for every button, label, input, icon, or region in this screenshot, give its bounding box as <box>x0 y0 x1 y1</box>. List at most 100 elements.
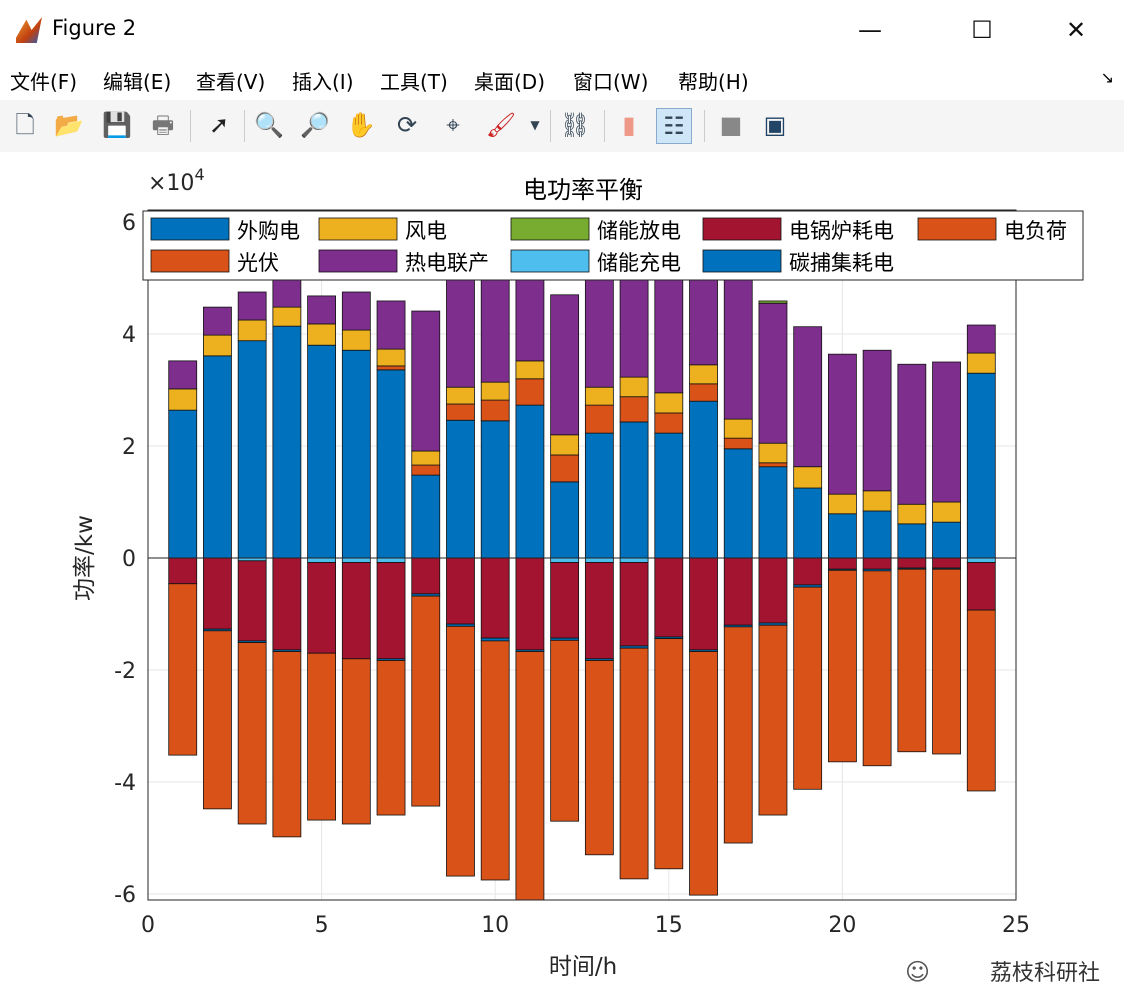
title-bar: Figure 2 — ☐ ✕ <box>0 0 1124 58</box>
bar-segment <box>376 562 406 660</box>
bar-segment <box>758 302 788 444</box>
bar-segment <box>515 557 545 651</box>
x-tick-label: 25 <box>1002 913 1030 938</box>
x-tick-label: 5 <box>315 913 329 938</box>
toolbar-divider <box>704 110 705 142</box>
bar-segment <box>550 481 580 559</box>
menu-file[interactable]: 文件(F) <box>10 70 78 94</box>
x-tick-label: 10 <box>481 913 509 938</box>
bar-segment <box>480 640 510 881</box>
bar-segment <box>237 340 267 559</box>
bar-segment <box>272 277 302 308</box>
bar-segment <box>272 306 302 327</box>
bar-segment <box>584 562 614 660</box>
pan-hand-icon[interactable]: ✋ <box>346 111 376 139</box>
bar-segment <box>689 400 718 559</box>
menu-window[interactable]: 窗口(W) <box>573 70 649 94</box>
bar-segment <box>723 448 753 559</box>
bar-segment <box>376 300 406 350</box>
close-button[interactable]: ✕ <box>1065 16 1087 44</box>
menu-help[interactable]: 帮助(H) <box>678 70 749 94</box>
y-tick-label: 4 <box>122 323 136 348</box>
legend-swatch <box>150 249 230 273</box>
legend-icon[interactable]: ☷ <box>656 108 692 144</box>
pointer-icon[interactable]: ➚ <box>208 111 230 139</box>
bar-segment <box>480 399 510 422</box>
bar-segment <box>411 310 441 452</box>
bar-segment <box>237 642 267 825</box>
brush-icon[interactable]: 🖌 <box>485 111 517 139</box>
dock-arrow-icon[interactable]: ↘ <box>1100 68 1114 87</box>
bar-segment <box>793 487 823 559</box>
hide-plot-tools-icon[interactable]: ■ <box>719 111 743 139</box>
bar-segment <box>758 624 788 816</box>
legend-swatch <box>318 249 398 273</box>
open-folder-icon[interactable]: 📂 <box>54 111 84 139</box>
bar-segment <box>203 355 232 559</box>
bar-segment <box>203 630 232 810</box>
bar-segment <box>376 365 406 371</box>
bar-segment <box>862 490 892 512</box>
print-icon[interactable]: 🖶 <box>151 111 175 139</box>
bar-segment <box>723 557 753 626</box>
menu-edit[interactable]: 编辑(E) <box>103 70 172 94</box>
brush-dropdown-icon[interactable]: ▼ <box>530 118 540 132</box>
bar-segment <box>758 442 788 464</box>
bar-segment <box>619 421 649 559</box>
bar-segment <box>446 625 475 877</box>
new-file-icon[interactable]: 🗋 <box>15 111 35 139</box>
menu-view[interactable]: 查看(V) <box>196 70 266 94</box>
minimize-button[interactable]: — <box>858 16 882 44</box>
chart-title: 电功率平衡 <box>523 176 643 204</box>
axes-box <box>147 209 1017 901</box>
bar-segment <box>480 420 510 559</box>
bar-segment <box>376 660 406 816</box>
data-cursor-icon[interactable]: ⌖ <box>446 111 460 139</box>
wechat-icon: ☺ <box>905 958 930 986</box>
bar-segment <box>550 639 580 822</box>
maximize-button[interactable]: ☐ <box>971 16 993 44</box>
link-plot-icon[interactable]: ⛓ <box>559 111 591 139</box>
bar-segment <box>897 363 927 505</box>
y-multiplier: ×104 <box>148 165 205 196</box>
rotate-3d-icon[interactable]: ⟳ <box>396 111 418 139</box>
bar-segment <box>168 557 198 585</box>
bar-segment <box>828 513 857 559</box>
bar-segment <box>168 583 198 756</box>
bar-segment <box>272 325 302 559</box>
show-plot-tools-icon[interactable]: ▣ <box>763 111 787 139</box>
legend-label: 光伏 <box>237 251 279 275</box>
y-tick-label: 0 <box>122 547 136 572</box>
watermark: 荔枝科研社 <box>990 961 1100 986</box>
menu-desktop[interactable]: 桌面(D) <box>474 70 546 94</box>
legend-swatch <box>510 249 590 273</box>
save-icon[interactable]: 💾 <box>102 111 132 139</box>
bar-segment <box>862 349 892 492</box>
y-axis-label: 功率/kw <box>72 515 98 601</box>
bar-segment <box>411 474 441 559</box>
bar-segment <box>932 557 961 569</box>
bar-segment <box>307 557 337 563</box>
bar-segment <box>307 295 337 325</box>
bar-segment <box>411 464 441 476</box>
legend-label: 风电 <box>405 219 447 243</box>
menu-tools[interactable]: 工具(T) <box>380 70 448 94</box>
y-tick-label: 2 <box>122 435 136 460</box>
bar-segment <box>689 557 718 651</box>
zoom-in-icon[interactable]: 🔍 <box>254 111 284 139</box>
bar-segment <box>932 361 961 503</box>
bar-segment <box>758 300 788 304</box>
menu-insert[interactable]: 插入(I) <box>292 70 354 94</box>
bar-segment <box>550 294 580 436</box>
bar-segment <box>689 364 718 385</box>
bar-segment <box>654 557 684 638</box>
bar-segment <box>272 557 302 651</box>
legend-swatch <box>702 217 782 241</box>
bar-segment <box>723 272 753 420</box>
colorbar-icon[interactable]: ▮ <box>622 111 636 139</box>
bar-segment <box>237 291 267 321</box>
bar-segment <box>307 323 337 346</box>
zoom-out-icon[interactable]: 🔎 <box>300 111 330 139</box>
